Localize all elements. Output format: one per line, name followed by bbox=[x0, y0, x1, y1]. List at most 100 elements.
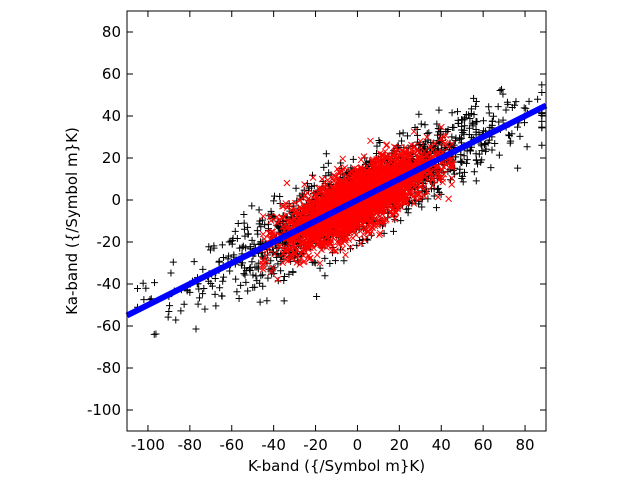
y-tick-label: 40 bbox=[102, 107, 121, 125]
data-point-plus bbox=[511, 101, 519, 109]
data-point-plus bbox=[463, 156, 471, 164]
data-point-plus bbox=[322, 150, 330, 158]
data-point-cross bbox=[268, 268, 275, 276]
data-point-cross bbox=[413, 181, 421, 189]
data-point-plus bbox=[457, 151, 465, 159]
data-point-cross bbox=[358, 205, 365, 213]
data-point-plus bbox=[433, 185, 441, 193]
data-point-plus bbox=[210, 244, 218, 252]
data-point-cross bbox=[315, 199, 323, 207]
data-point-plus bbox=[310, 182, 318, 190]
data-point-plus bbox=[463, 147, 471, 155]
data-point-cross bbox=[349, 234, 357, 242]
data-point-cross bbox=[372, 220, 380, 228]
data-point-plus bbox=[485, 109, 493, 117]
plot-frame bbox=[126, 10, 547, 432]
data-point-plus bbox=[523, 143, 531, 151]
data-point-plus bbox=[457, 158, 465, 166]
y-tick-label: 0 bbox=[111, 191, 121, 209]
data-point-cross bbox=[360, 153, 368, 160]
data-point-cross bbox=[440, 133, 447, 141]
data-point-cross bbox=[305, 195, 313, 202]
data-point-plus bbox=[237, 281, 245, 289]
data-point-cross bbox=[358, 202, 366, 210]
data-point-cross bbox=[318, 192, 326, 200]
data-point-plus bbox=[538, 111, 546, 119]
data-point-cross bbox=[268, 228, 276, 236]
data-point-plus bbox=[244, 223, 252, 231]
data-point-plus bbox=[479, 117, 487, 125]
data-point-cross bbox=[374, 160, 382, 168]
fit-line bbox=[125, 102, 548, 319]
data-point-cross bbox=[416, 183, 424, 191]
data-point-plus bbox=[263, 297, 271, 305]
data-point-cross bbox=[362, 178, 370, 185]
data-point-plus bbox=[267, 257, 275, 265]
data-point-cross bbox=[339, 193, 347, 201]
data-point-cross bbox=[448, 174, 456, 182]
data-point-plus bbox=[172, 316, 180, 324]
data-point-cross bbox=[342, 251, 349, 259]
data-point-cross bbox=[339, 231, 346, 239]
data-point-plus bbox=[246, 243, 254, 251]
data-point-cross bbox=[402, 184, 410, 192]
x-tick-label: -60 bbox=[220, 436, 245, 454]
data-point-cross bbox=[313, 251, 321, 259]
data-point-cross bbox=[416, 195, 423, 203]
data-point-plus bbox=[448, 109, 456, 117]
data-point-plus bbox=[499, 90, 507, 98]
data-point-plus bbox=[494, 103, 502, 111]
data-point-plus bbox=[240, 225, 248, 233]
data-point-plus bbox=[466, 115, 474, 123]
data-point-cross bbox=[316, 205, 324, 212]
data-point-cross bbox=[283, 211, 290, 219]
data-point-plus bbox=[349, 155, 357, 163]
data-point-plus bbox=[139, 279, 147, 287]
y-tick-label: 60 bbox=[102, 65, 121, 83]
data-point-cross bbox=[376, 229, 384, 237]
data-point-plus bbox=[255, 206, 263, 214]
data-point-plus bbox=[460, 152, 468, 160]
data-point-plus bbox=[488, 146, 496, 154]
data-point-plus bbox=[219, 277, 227, 285]
data-point-plus bbox=[194, 300, 202, 308]
data-point-cross bbox=[321, 191, 329, 198]
data-point-plus bbox=[253, 227, 261, 235]
data-point-cross bbox=[320, 185, 328, 193]
data-point-plus bbox=[164, 313, 172, 321]
data-point-cross bbox=[340, 185, 348, 192]
data-point-cross bbox=[366, 206, 374, 214]
data-point-cross bbox=[409, 146, 416, 153]
data-point-plus bbox=[495, 151, 503, 159]
data-point-cross bbox=[417, 137, 424, 145]
data-point-plus bbox=[448, 133, 456, 141]
data-point-cross bbox=[390, 143, 398, 151]
data-point-cross bbox=[301, 257, 308, 265]
data-point-plus bbox=[273, 253, 281, 261]
data-point-cross bbox=[275, 218, 283, 225]
data-point-cross bbox=[400, 196, 407, 204]
data-point-cross bbox=[420, 147, 428, 155]
data-point-plus bbox=[538, 123, 546, 131]
y-tick-label: -60 bbox=[97, 317, 122, 335]
data-point-cross bbox=[306, 254, 314, 262]
data-point-plus bbox=[389, 227, 397, 235]
data-point-plus bbox=[472, 150, 480, 158]
data-point-plus bbox=[525, 97, 533, 105]
data-point-plus bbox=[485, 103, 493, 111]
data-point-cross bbox=[333, 225, 341, 233]
data-point-cross bbox=[393, 166, 401, 174]
data-point-plus bbox=[433, 131, 441, 139]
data-point-plus bbox=[242, 244, 250, 252]
data-point-cross bbox=[392, 144, 400, 152]
data-point-plus bbox=[457, 157, 465, 165]
data-point-plus bbox=[253, 277, 261, 285]
data-point-cross bbox=[401, 191, 409, 199]
data-point-plus bbox=[472, 156, 480, 164]
data-point-plus bbox=[496, 86, 504, 94]
data-point-plus bbox=[231, 227, 239, 235]
data-point-plus bbox=[458, 174, 466, 182]
data-point-cross bbox=[378, 159, 385, 167]
data-point-plus bbox=[477, 140, 485, 148]
data-point-cross bbox=[375, 211, 382, 219]
